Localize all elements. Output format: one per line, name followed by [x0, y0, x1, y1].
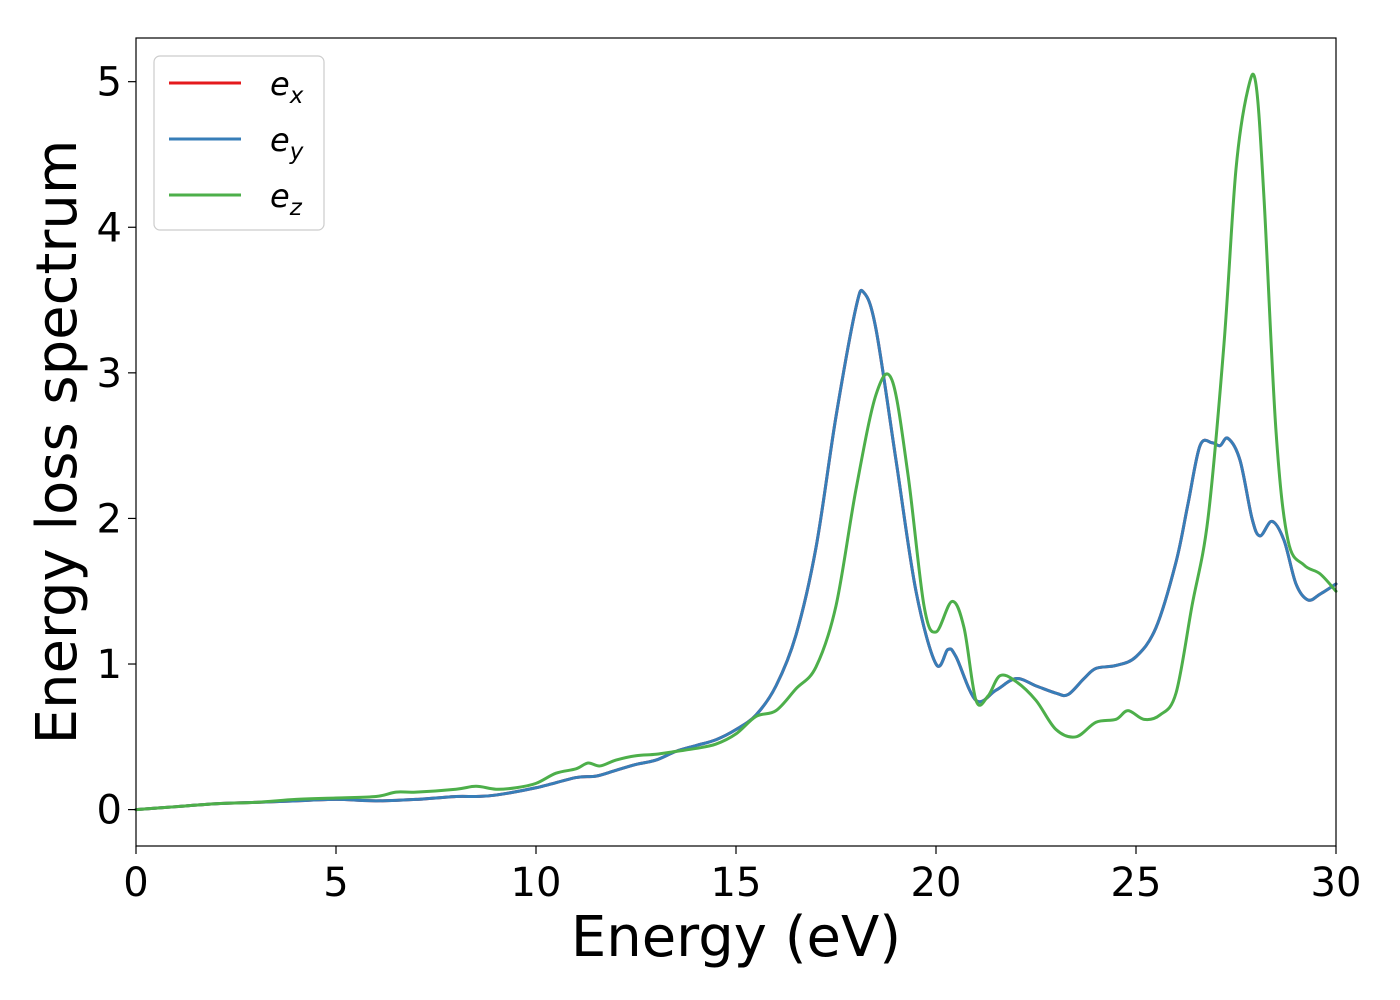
plot-area [136, 38, 1336, 846]
x-tick-label: 30 [1311, 860, 1362, 906]
y-tick-label: 1 [97, 642, 122, 688]
x-tick-label: 20 [911, 860, 962, 906]
y-axis: 0 1 2 3 4 5 [97, 60, 136, 834]
x-axis-title: Energy (eV) [571, 905, 901, 970]
legend-box [153, 55, 325, 231]
x-axis: 0 5 10 15 20 25 30 [123, 846, 1361, 906]
x-tick-label: 5 [323, 860, 348, 906]
y-tick-label: 4 [97, 205, 122, 251]
series-layer [134, 72, 1338, 812]
series-line-ey [134, 288, 1338, 812]
y-tick-label: 0 [97, 788, 122, 834]
x-tick-label: 0 [123, 860, 148, 906]
x-tick-label: 25 [1111, 860, 1162, 906]
x-tick-label: 10 [511, 860, 562, 906]
y-tick-label: 3 [97, 351, 122, 397]
y-tick-label: 5 [97, 60, 122, 106]
series-line-ez [134, 72, 1338, 812]
y-tick-label: 2 [97, 496, 122, 542]
x-tick-label: 15 [711, 860, 762, 906]
y-axis-title: Energy loss spectrum [25, 140, 90, 745]
